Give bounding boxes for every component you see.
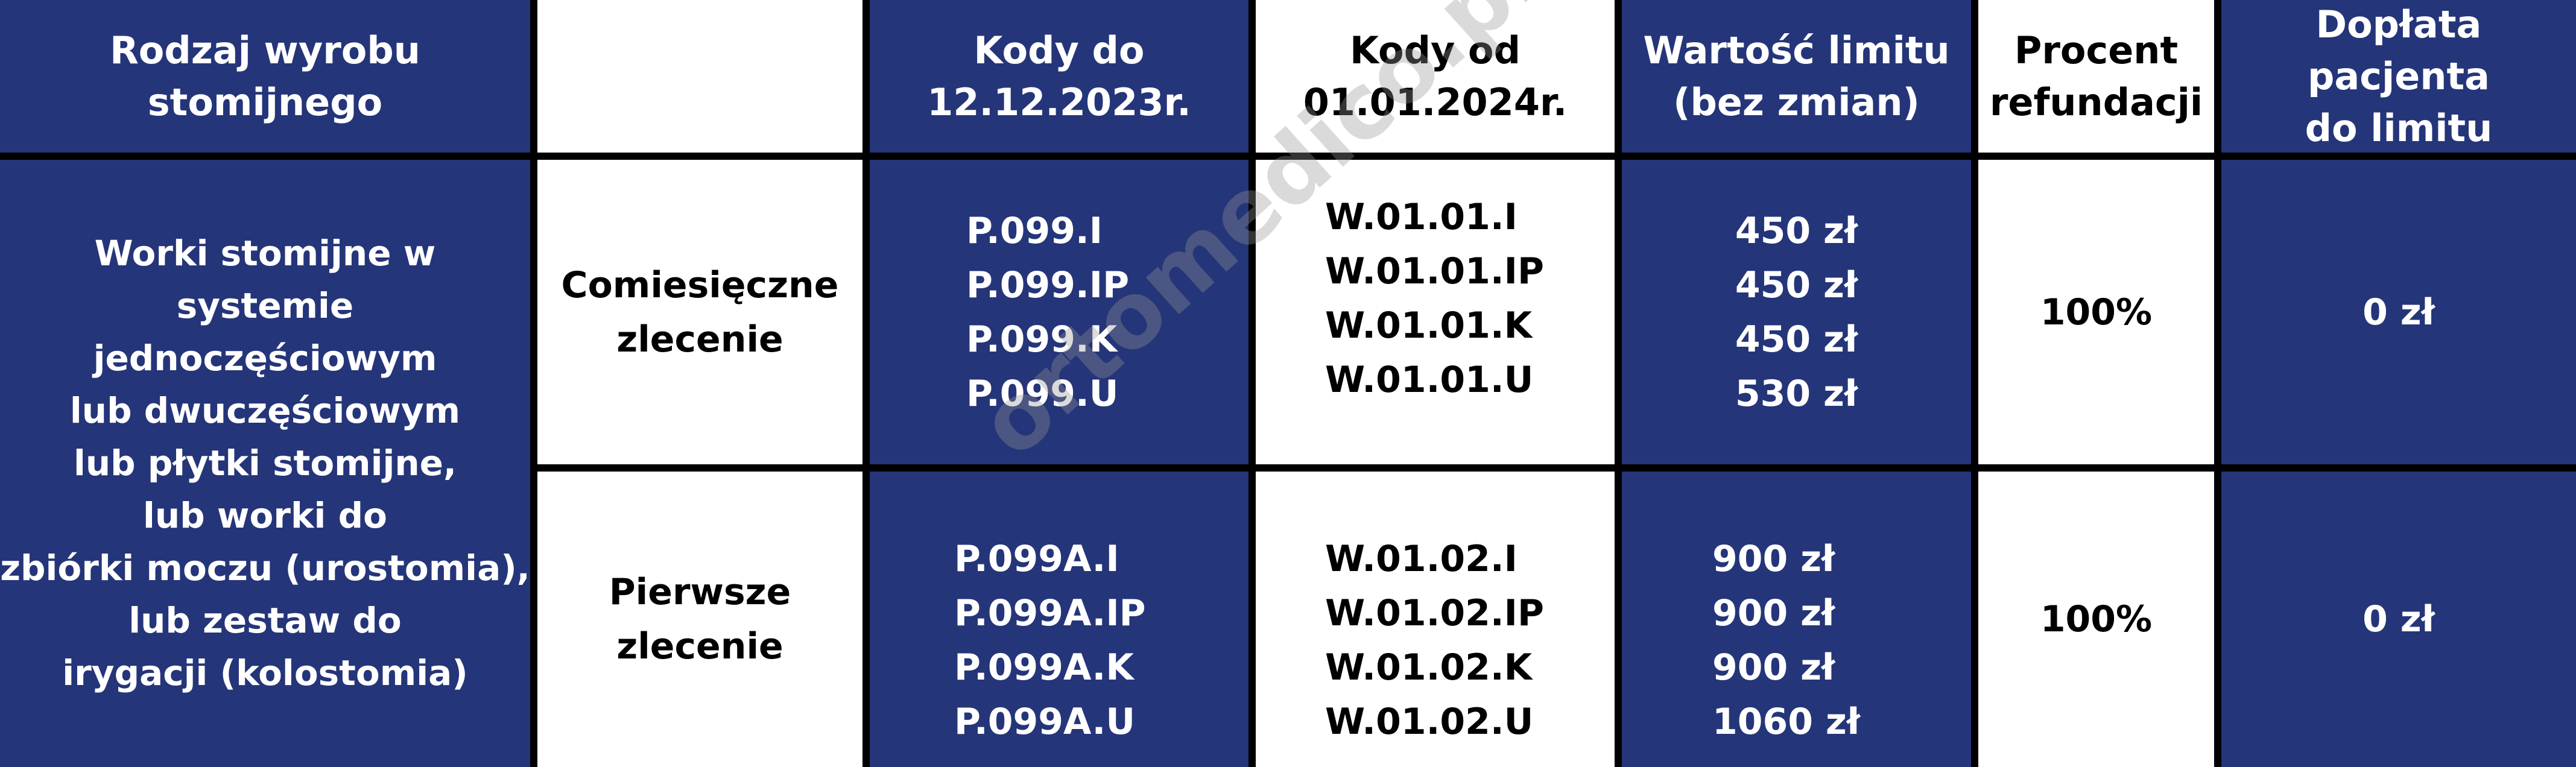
code: P.099A.K — [954, 646, 1134, 689]
code: W.01.02.K — [1325, 646, 1533, 689]
row1-refund: 100% — [1978, 160, 2214, 464]
product-line: lub płytki stomijne, — [73, 443, 457, 484]
code: P.099.K — [966, 318, 1118, 361]
code: P.099A.IP — [954, 592, 1146, 634]
limit-value: 450 zł — [1735, 318, 1858, 361]
row2-order-type: Pierwsze zlecenie — [537, 472, 862, 767]
row2-old-codes: P.099A.I P.099A.IP P.099A.K P.099A.U — [870, 472, 1248, 767]
header-text: Procent — [2014, 28, 2179, 72]
header-text: 01.01.2024r. — [1303, 80, 1568, 124]
code: P.099A.U — [954, 701, 1136, 743]
row2-refund: 100% — [1978, 472, 2214, 767]
copay-value: 0 zł — [2362, 291, 2435, 333]
code: W.01.02.IP — [1325, 592, 1544, 634]
limit-value: 900 zł — [1712, 538, 1835, 580]
row2-limits: 900 zł 900 zł 900 zł 1060 zł — [1622, 472, 1971, 767]
copay-value: 0 zł — [2362, 598, 2435, 640]
product-line: Worki stomijne w systemie — [94, 233, 436, 326]
order-text: Comiesięczne — [561, 264, 839, 306]
order-text: zlecenie — [616, 318, 783, 361]
code: W.01.01.IP — [1325, 250, 1544, 292]
header-text: Kody od — [1350, 28, 1521, 72]
header-text: Wartość limitu — [1643, 28, 1950, 72]
product-line: lub worki do — [143, 495, 387, 536]
header-new-codes: Kody od 01.01.2024r. — [1256, 0, 1615, 153]
header-refund-percent: Procent refundacji — [1978, 0, 2214, 153]
header-text: Kody do — [973, 28, 1145, 72]
code: W.01.01.U — [1325, 359, 1534, 401]
row2-copay: 0 zł — [2221, 472, 2576, 767]
product-line: jednoczęściowym — [93, 338, 437, 379]
code: P.099A.I — [954, 538, 1119, 580]
header-text: 12.12.2023r. — [927, 80, 1191, 124]
header-old-codes: Kody do 12.12.2023r. — [870, 0, 1248, 153]
row1-order-type: Comiesięczne zlecenie — [537, 160, 862, 464]
code: W.01.01.K — [1325, 305, 1533, 347]
limit-value: 450 zł — [1735, 209, 1858, 252]
row2-new-codes: W.01.02.I W.01.02.IP W.01.02.K W.01.02.U — [1256, 472, 1615, 767]
row1-new-codes: W.01.01.I W.01.01.IP W.01.01.K W.01.01.U — [1256, 160, 1615, 464]
order-text: Pierwsze — [609, 571, 791, 613]
header-text: Rodzaj wyrobu — [110, 28, 420, 72]
row1-copay: 0 zł — [2221, 160, 2576, 464]
header-text: (bez zmian) — [1673, 80, 1920, 124]
row1-old-codes: P.099.I P.099.IP P.099.K P.099.U — [870, 160, 1248, 464]
limit-value: 900 zł — [1712, 646, 1835, 689]
code: W.01.02.I — [1325, 538, 1517, 580]
header-limit-value: Wartość limitu (bez zmian) — [1622, 0, 1971, 153]
header-text: Dopłata pacjenta — [2308, 2, 2490, 98]
product-line: lub zestaw do — [128, 600, 402, 641]
limit-value: 530 zł — [1735, 372, 1858, 415]
header-product-type: Rodzaj wyrobu stomijnego — [0, 0, 530, 153]
product-description: Worki stomijne w systemie jednoczęściowy… — [0, 160, 530, 767]
header-text: refundacji — [1989, 80, 2203, 124]
code: P.099.I — [966, 209, 1103, 252]
header-empty — [537, 0, 862, 153]
code: P.099.IP — [966, 264, 1130, 306]
limit-value: 1060 zł — [1712, 701, 1861, 743]
refund-value: 100% — [2040, 598, 2153, 640]
product-line: irygacji (kolostomia) — [62, 652, 468, 693]
product-line: lub dwuczęściowym — [69, 390, 461, 431]
product-line: zbiórki moczu (urostomia), — [0, 548, 530, 589]
limit-value: 900 zł — [1712, 592, 1835, 634]
code: W.01.01.I — [1325, 196, 1517, 238]
limit-value: 450 zł — [1735, 264, 1858, 306]
header-text: stomijnego — [147, 80, 383, 124]
header-text: do limitu — [2305, 106, 2493, 150]
code: W.01.02.U — [1325, 701, 1534, 743]
code: P.099.U — [966, 372, 1119, 415]
order-text: zlecenie — [616, 625, 783, 668]
row1-limits: 450 zł 450 zł 450 zł 530 zł — [1622, 160, 1971, 464]
header-patient-copay: Dopłata pacjenta do limitu — [2221, 0, 2576, 153]
refund-value: 100% — [2040, 291, 2153, 333]
